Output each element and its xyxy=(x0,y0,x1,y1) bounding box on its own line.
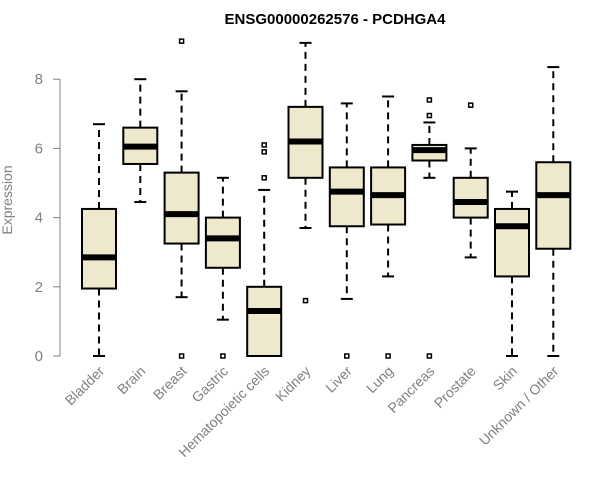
y-tick-label: 2 xyxy=(35,279,43,296)
x-tick-label: Brain xyxy=(114,363,148,397)
box-bladder xyxy=(81,123,117,357)
outlier-point xyxy=(344,353,350,359)
box-brain xyxy=(122,78,159,204)
x-tick-label: Prostate xyxy=(431,363,479,411)
box-unknown-other xyxy=(535,66,572,357)
outlier-point xyxy=(178,353,185,359)
box-iqr xyxy=(163,171,200,245)
x-tick-label: Bladder xyxy=(62,363,108,409)
box-pancreas xyxy=(411,97,448,359)
box-iqr xyxy=(494,207,530,278)
outlier-point xyxy=(220,353,226,359)
box-iqr xyxy=(204,216,241,269)
outlier-point xyxy=(426,353,433,359)
y-tick-label: 4 xyxy=(35,210,43,227)
y-axis: 0 2 4 6 8 xyxy=(35,71,61,365)
x-tick-label: Liver xyxy=(322,363,355,396)
box-lung xyxy=(370,95,407,359)
x-tick-label: Lung xyxy=(363,363,396,396)
outlier-point xyxy=(426,112,433,119)
box-gastric xyxy=(204,176,241,359)
outlier-point xyxy=(467,102,474,108)
y-tick-label: 0 xyxy=(35,348,43,365)
outlier-point xyxy=(385,353,391,359)
box-iqr xyxy=(81,207,117,290)
box-breast xyxy=(163,38,200,359)
y-tick-label: 6 xyxy=(35,140,43,157)
x-tick-label: Skin xyxy=(490,363,521,394)
outlier-point xyxy=(178,38,185,44)
y-tick-label: 8 xyxy=(35,71,43,88)
chart-title: ENSG00000262576 - PCDHGA4 xyxy=(225,11,447,28)
box-iqr xyxy=(246,285,283,357)
boxes-layer xyxy=(81,38,572,359)
y-axis-label: Expression xyxy=(0,165,15,234)
x-tick-label: Breast xyxy=(150,363,190,403)
outlier-point xyxy=(261,142,267,148)
box-kidney xyxy=(287,41,324,304)
outlier-point xyxy=(302,297,309,304)
outlier-point xyxy=(261,175,267,181)
box-iqr xyxy=(452,176,489,219)
outlier-point xyxy=(261,149,267,155)
box-prostate xyxy=(452,102,489,259)
outlier-point xyxy=(426,97,433,103)
box-iqr xyxy=(535,161,572,250)
box-iqr xyxy=(328,166,365,228)
box-skin xyxy=(494,190,530,357)
x-tick-label: Kidney xyxy=(272,363,314,405)
box-hematopoietic-cells xyxy=(246,142,283,357)
box-liver xyxy=(328,102,365,359)
